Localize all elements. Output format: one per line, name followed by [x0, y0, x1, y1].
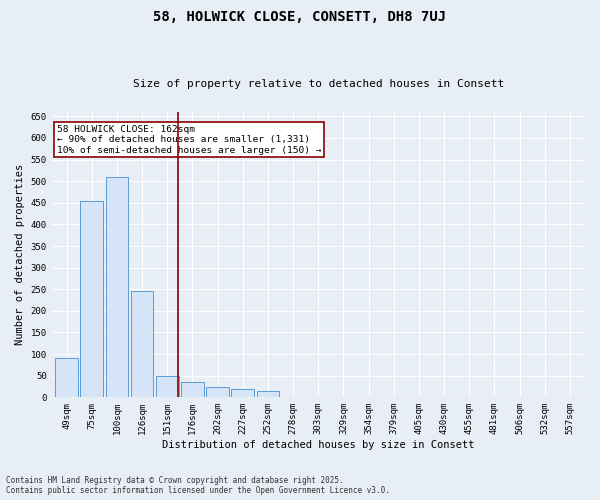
Bar — [181, 382, 204, 398]
Bar — [55, 358, 78, 398]
Text: 58 HOLWICK CLOSE: 162sqm
← 90% of detached houses are smaller (1,331)
10% of sem: 58 HOLWICK CLOSE: 162sqm ← 90% of detach… — [57, 125, 322, 154]
Bar — [106, 177, 128, 398]
Bar — [232, 388, 254, 398]
Y-axis label: Number of detached properties: Number of detached properties — [15, 164, 25, 346]
Bar — [156, 376, 179, 398]
Bar — [206, 386, 229, 398]
Text: Contains HM Land Registry data © Crown copyright and database right 2025.
Contai: Contains HM Land Registry data © Crown c… — [6, 476, 390, 495]
Bar — [257, 391, 279, 398]
Text: 58, HOLWICK CLOSE, CONSETT, DH8 7UJ: 58, HOLWICK CLOSE, CONSETT, DH8 7UJ — [154, 10, 446, 24]
X-axis label: Distribution of detached houses by size in Consett: Distribution of detached houses by size … — [162, 440, 475, 450]
Bar — [131, 292, 154, 398]
Title: Size of property relative to detached houses in Consett: Size of property relative to detached ho… — [133, 79, 504, 89]
Bar — [80, 200, 103, 398]
